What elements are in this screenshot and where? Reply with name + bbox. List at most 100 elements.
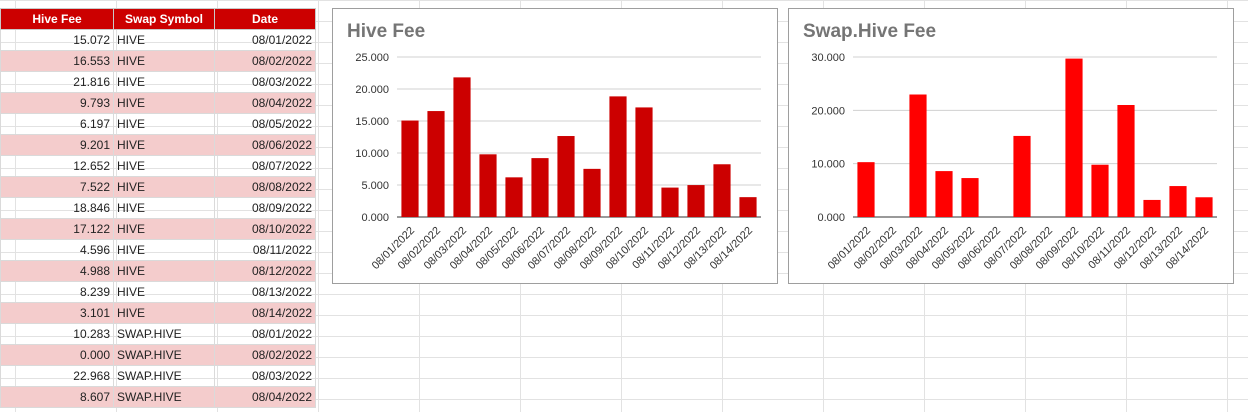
cell-swap-symbol[interactable]: HIVE xyxy=(113,29,215,51)
y-tick-label: 30.000 xyxy=(811,52,845,64)
cell-swap-symbol[interactable]: HIVE xyxy=(113,176,215,198)
cell-hive-fee[interactable]: 0.000 xyxy=(0,344,114,366)
y-tick-label: 10.000 xyxy=(355,148,389,160)
bar[interactable] xyxy=(609,96,627,217)
swap-hive-fee-chart[interactable]: Swap.Hive Fee 0.000 10.000 20.000 30.000 08/… xyxy=(788,8,1234,284)
cell-hive-fee[interactable]: 18.846 xyxy=(0,197,114,219)
column-header-hive-fee[interactable]: Hive Fee xyxy=(0,8,114,30)
bar[interactable] xyxy=(1013,135,1031,217)
bar[interactable] xyxy=(739,197,757,217)
table-row: 12.652 HIVE 08/07/2022 xyxy=(0,155,316,177)
bar[interactable] xyxy=(1117,105,1135,217)
cell-swap-symbol[interactable]: HIVE xyxy=(113,134,215,156)
bar[interactable] xyxy=(557,136,575,217)
column-header-swap-symbol[interactable]: Swap Symbol xyxy=(113,8,215,30)
column-header-date[interactable]: Date xyxy=(214,8,316,30)
table-row: 9.201 HIVE 08/06/2022 xyxy=(0,134,316,156)
table-row: 4.988 HIVE 08/12/2022 xyxy=(0,260,316,282)
bar[interactable] xyxy=(1195,197,1213,217)
bar[interactable] xyxy=(635,107,653,217)
bar[interactable] xyxy=(479,154,497,217)
cell-swap-symbol[interactable]: SWAP.HIVE xyxy=(113,344,215,366)
cell-swap-symbol[interactable]: HIVE xyxy=(113,197,215,219)
bar[interactable] xyxy=(1091,164,1109,217)
cell-date[interactable]: 08/13/2022 xyxy=(214,281,316,303)
cell-hive-fee[interactable]: 4.988 xyxy=(0,260,114,282)
cell-hive-fee[interactable]: 3.101 xyxy=(0,302,114,324)
bar[interactable] xyxy=(401,120,419,217)
cell-date[interactable]: 08/04/2022 xyxy=(214,386,316,408)
cell-hive-fee[interactable]: 4.596 xyxy=(0,239,114,261)
cell-hive-fee[interactable]: 22.968 xyxy=(0,365,114,387)
cell-date[interactable]: 08/06/2022 xyxy=(214,134,316,156)
cell-hive-fee[interactable]: 7.522 xyxy=(0,176,114,198)
cell-hive-fee[interactable]: 17.122 xyxy=(0,218,114,240)
cell-date[interactable]: 08/03/2022 xyxy=(214,71,316,93)
cell-hive-fee[interactable]: 16.553 xyxy=(0,50,114,72)
cell-date[interactable]: 08/10/2022 xyxy=(214,218,316,240)
cell-swap-symbol[interactable]: HIVE xyxy=(113,155,215,177)
bar[interactable] xyxy=(857,162,875,217)
bar[interactable] xyxy=(1065,58,1083,217)
cell-swap-symbol[interactable]: SWAP.HIVE xyxy=(113,323,215,345)
bar[interactable] xyxy=(713,164,731,217)
hive-fee-chart[interactable]: Hive Fee 0.000 5.000 10.000 15.000 20.000 25.… xyxy=(332,8,778,284)
cell-date[interactable]: 08/05/2022 xyxy=(214,113,316,135)
bar[interactable] xyxy=(583,168,601,217)
cell-swap-symbol[interactable]: HIVE xyxy=(113,281,215,303)
cell-date[interactable]: 08/14/2022 xyxy=(214,302,316,324)
cell-date[interactable]: 08/09/2022 xyxy=(214,197,316,219)
cell-date[interactable]: 08/12/2022 xyxy=(214,260,316,282)
cell-hive-fee[interactable]: 9.793 xyxy=(0,92,114,114)
cell-swap-symbol[interactable]: HIVE xyxy=(113,92,215,114)
cell-date[interactable]: 08/02/2022 xyxy=(214,344,316,366)
cell-hive-fee[interactable]: 21.816 xyxy=(0,71,114,93)
cell-hive-fee[interactable]: 10.283 xyxy=(0,323,114,345)
table-row: 21.816 HIVE 08/03/2022 xyxy=(0,71,316,93)
cell-date[interactable]: 08/01/2022 xyxy=(214,323,316,345)
cell-swap-symbol[interactable]: HIVE xyxy=(113,239,215,261)
table-row: 10.283 SWAP.HIVE 08/01/2022 xyxy=(0,323,316,345)
y-tick-label: 10.000 xyxy=(811,159,845,171)
cell-swap-symbol[interactable]: HIVE xyxy=(113,50,215,72)
table-row: 3.101 HIVE 08/14/2022 xyxy=(0,302,316,324)
bar[interactable] xyxy=(505,177,523,217)
data-table: Hive Fee Swap Symbol Date 15.072 HIVE 08/0… xyxy=(0,8,316,408)
bar[interactable] xyxy=(935,171,953,217)
cell-date[interactable]: 08/01/2022 xyxy=(214,29,316,51)
bar[interactable] xyxy=(531,158,549,217)
cell-hive-fee[interactable]: 9.201 xyxy=(0,134,114,156)
cell-swap-symbol[interactable]: HIVE xyxy=(113,71,215,93)
hive-fee-chart-plot: 0.0005.00010.00015.00020.00025.00008/01/… xyxy=(355,52,761,272)
cell-date[interactable]: 08/11/2022 xyxy=(214,239,316,261)
bar[interactable] xyxy=(687,185,705,217)
bar[interactable] xyxy=(661,187,679,217)
cell-hive-fee[interactable]: 8.607 xyxy=(0,386,114,408)
bar[interactable] xyxy=(427,111,445,217)
cell-swap-symbol[interactable]: HIVE xyxy=(113,260,215,282)
bar[interactable] xyxy=(1169,186,1187,217)
table-row: 4.596 HIVE 08/11/2022 xyxy=(0,239,316,261)
cell-swap-symbol[interactable]: HIVE xyxy=(113,113,215,135)
cell-hive-fee[interactable]: 6.197 xyxy=(0,113,114,135)
header-row: Hive Fee Swap Symbol Date xyxy=(0,8,316,30)
cell-date[interactable]: 08/04/2022 xyxy=(214,92,316,114)
cell-date[interactable]: 08/07/2022 xyxy=(214,155,316,177)
cell-hive-fee[interactable]: 15.072 xyxy=(0,29,114,51)
bar[interactable] xyxy=(909,94,927,217)
y-tick-label: 5.000 xyxy=(361,180,389,192)
bar[interactable] xyxy=(961,178,979,217)
cell-swap-symbol[interactable]: SWAP.HIVE xyxy=(113,386,215,408)
cell-date[interactable]: 08/03/2022 xyxy=(214,365,316,387)
bar[interactable] xyxy=(453,77,471,218)
y-tick-label: 0.000 xyxy=(361,212,389,224)
bar[interactable] xyxy=(1143,199,1161,217)
cell-swap-symbol[interactable]: HIVE xyxy=(113,218,215,240)
cell-date[interactable]: 08/02/2022 xyxy=(214,50,316,72)
cell-swap-symbol[interactable]: SWAP.HIVE xyxy=(113,365,215,387)
cell-swap-symbol[interactable]: HIVE xyxy=(113,302,215,324)
cell-hive-fee[interactable]: 12.652 xyxy=(0,155,114,177)
y-tick-label: 20.000 xyxy=(811,105,845,117)
cell-hive-fee[interactable]: 8.239 xyxy=(0,281,114,303)
cell-date[interactable]: 08/08/2022 xyxy=(214,176,316,198)
